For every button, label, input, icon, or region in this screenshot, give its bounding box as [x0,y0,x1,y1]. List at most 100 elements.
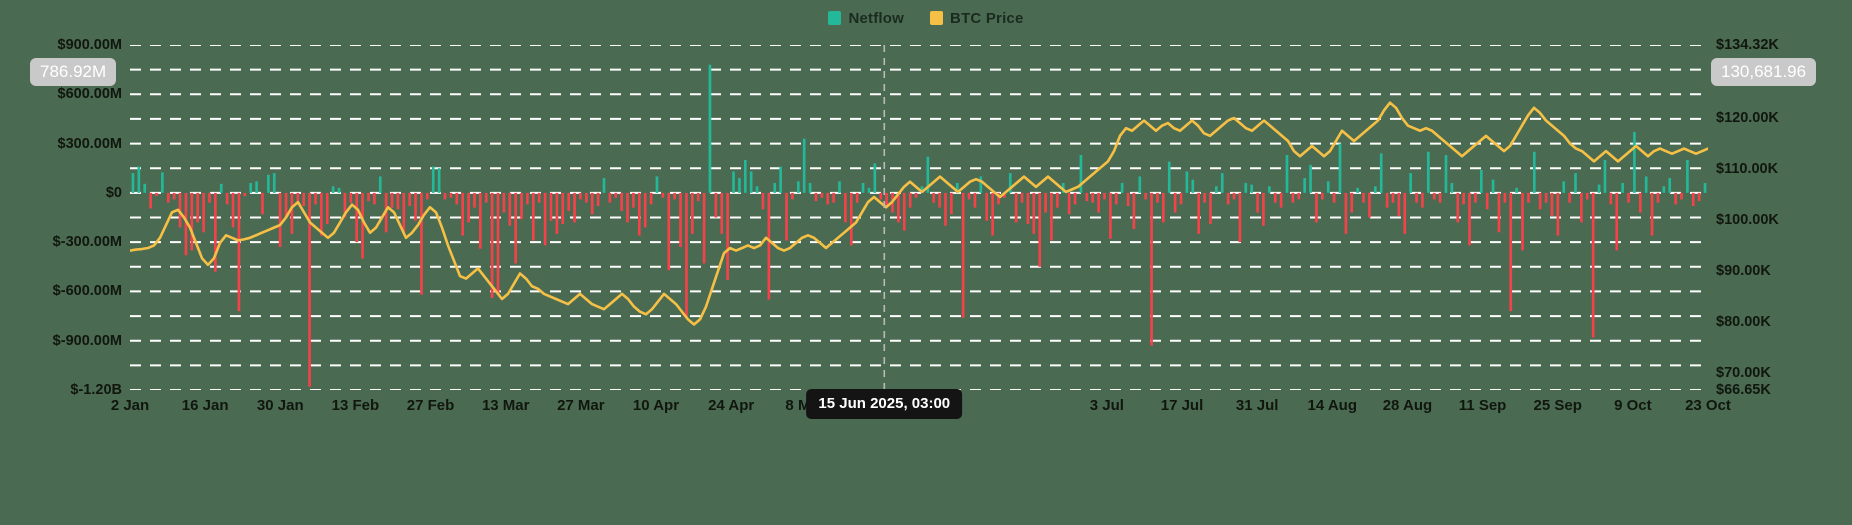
netflow-bar [555,192,559,234]
netflow-bar [1038,192,1042,267]
netflow-bar [1703,183,1707,193]
y-axis-right-tick: $80.00K [1716,313,1771,330]
y-axis-right-tick: $70.00K [1716,364,1771,381]
x-axis-tick: 11 Sep [1458,397,1507,414]
netflow-bar [1103,192,1106,200]
netflow-bar [1356,187,1359,193]
legend-item-netflow[interactable]: Netflow [828,11,904,26]
netflow-bar [720,192,724,234]
netflow-bar [1509,192,1513,312]
netflow-bar [449,192,453,198]
netflow-bar [1680,192,1683,200]
netflow-bar [1538,192,1542,210]
netflow-bar [302,192,306,206]
netflow-bar [1527,192,1530,203]
netflow-bar [396,192,400,210]
netflow-bar [1203,192,1206,203]
netflow-bar [1638,192,1642,213]
netflow-bar [1321,192,1324,200]
gridlines [130,45,1708,390]
netflow-bar [355,192,359,243]
netflow-bar [190,192,194,251]
netflow-bar [1120,183,1124,193]
netflow-bar [1633,132,1636,193]
netflow-bar [1279,192,1283,208]
netflow-bar [1574,173,1577,193]
netflow-bar [1268,186,1271,193]
netflow-bar [791,192,794,200]
netflow-bar [908,192,912,208]
netflow-bar [808,183,812,193]
netflow-bar [826,192,830,205]
y-axis-left-tick: $300.00M [57,135,123,152]
netflow-bar [1621,183,1624,193]
x-axis-tick: 10 Apr [632,397,680,414]
netflow-bar [879,192,883,200]
y-axis-left-tick: $-300.00M [52,234,122,251]
netflow-bar [496,192,500,295]
netflow-bar [484,192,488,203]
netflow-bar [1409,173,1412,193]
x-axis-tick: 31 Jul [1235,397,1279,414]
netflow-bar [1209,192,1212,225]
netflow-bar [361,192,364,259]
netflow-bar [467,192,470,223]
netflow-bar [325,192,329,225]
legend-swatch-netflow-icon [828,11,842,25]
netflow-bar [537,192,541,203]
netflow-bar [1238,192,1242,243]
netflow-bar [320,192,323,236]
netflow-bar [1609,192,1613,205]
netflow-bar [626,192,629,223]
legend-item-btc-price[interactable]: BTC Price [930,11,1024,26]
netflow-bar [543,192,547,246]
netflow-bar [1491,179,1495,193]
netflow-bar [885,192,888,208]
netflow-bar [1515,187,1518,193]
x-axis-tick: 16 Jan [181,397,229,414]
netflow-bar [997,192,1000,205]
netflow-bar [743,160,747,193]
netflow-bar [985,192,989,221]
netflow-bar [243,192,247,197]
y-axis-right-tick: $90.00K [1716,262,1771,279]
y-axis-left-tick: $0 [105,184,122,201]
netflow-bar [567,192,570,211]
plot-area[interactable] [130,45,1708,390]
netflow-bar [443,192,447,200]
netflow-bar [1132,192,1136,229]
netflow-bar [1444,155,1448,193]
netflow-bar [785,192,788,241]
netflow-bar [278,192,282,248]
netflow-bar [1438,192,1442,203]
netflow-bar [1303,178,1306,193]
netflow-bar [1403,192,1407,234]
netflow-bar [261,192,264,215]
netflow-bar [1580,192,1583,223]
netflow-bar [1426,151,1430,193]
netflow-bar [1044,192,1047,213]
y-axis-right-tick: $120.00K [1716,110,1779,126]
netflow-bar [408,192,412,206]
netflow-bar [973,192,977,208]
netflow-bar [1226,192,1230,205]
netflow-bar [685,192,688,318]
netflow-bar [1627,192,1630,203]
crosshair-time-badge: 15 Jun 2025, 03:00 [806,389,963,419]
netflow-value-badge: 786.92M [30,58,117,86]
x-axis-tick: 17 Jul [1160,397,1204,414]
netflow-bar [944,192,947,226]
netflow-bar [1497,192,1501,233]
netflow-bar [208,192,211,203]
netflow-bars [131,64,1707,387]
netflow-bar [1686,160,1689,193]
netflow-bar [1309,164,1312,193]
netflow-bar [426,192,429,200]
x-axis-tick: 9 Oct [1614,397,1652,414]
netflow-bar [1191,179,1195,193]
netflow-bar [955,183,959,193]
netflow-bar [902,192,906,231]
netflow-bar [1644,176,1648,193]
netflow-bar [272,173,276,193]
netflow-bar [814,192,818,202]
